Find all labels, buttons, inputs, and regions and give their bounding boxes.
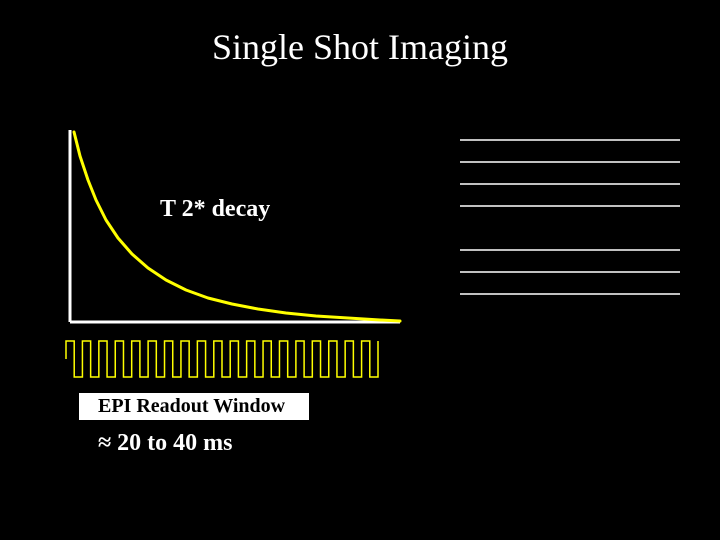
kspace-lines bbox=[0, 0, 720, 540]
slide-root: Single Shot Imaging T 2* decay EPI Reado… bbox=[0, 0, 720, 540]
